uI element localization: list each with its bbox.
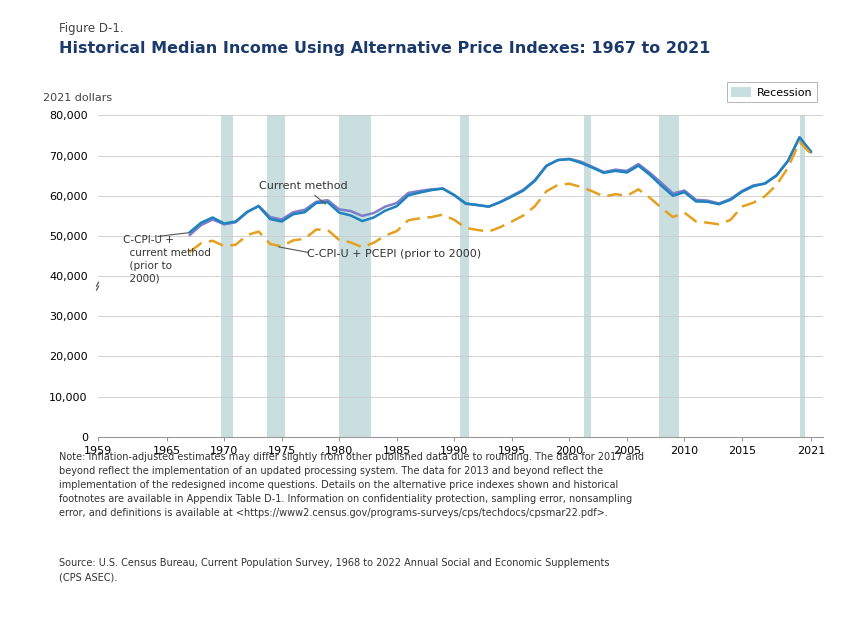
Text: Figure D-1.: Figure D-1. — [59, 22, 124, 35]
Bar — [583, 115, 591, 437]
Text: 2021 dollars: 2021 dollars — [43, 92, 112, 102]
Bar — [800, 115, 806, 437]
Bar — [460, 115, 469, 437]
Text: C-CPI-U + PCEPI (prior to 2000): C-CPI-U + PCEPI (prior to 2000) — [307, 249, 481, 259]
Text: C-CPI-U +
  current method
  (prior to
  2000): C-CPI-U + current method (prior to 2000) — [123, 235, 210, 283]
Bar — [339, 115, 371, 437]
Bar — [267, 115, 285, 437]
Bar — [659, 115, 678, 437]
Text: Source: U.S. Census Bureau, Current Population Survey, 1968 to 2022 Annual Socia: Source: U.S. Census Bureau, Current Popu… — [59, 558, 610, 582]
Text: Historical Median Income Using Alternative Price Indexes: 1967 to 2021: Historical Median Income Using Alternati… — [59, 41, 711, 56]
Bar — [221, 115, 232, 437]
Legend: Recession: Recession — [727, 82, 817, 102]
Text: Note: Inflation-adjusted estimates may differ slightly from other published data: Note: Inflation-adjusted estimates may d… — [59, 452, 644, 519]
Text: Current method: Current method — [259, 181, 348, 204]
